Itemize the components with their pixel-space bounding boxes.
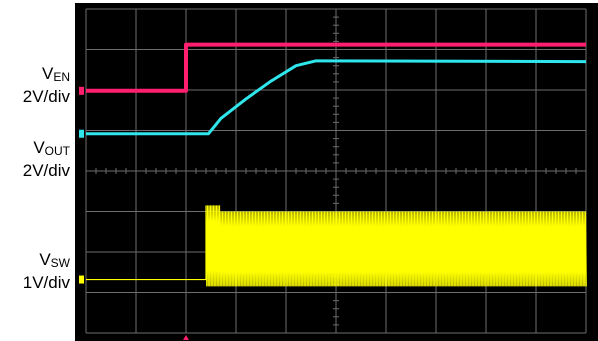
v-sw-subscript: SW: [50, 256, 70, 270]
v-en-marker: [79, 86, 84, 95]
v-sw-scale: 1V/div: [22, 273, 70, 292]
v-en-subscript: EN: [53, 70, 70, 84]
v-sw-marker: [79, 275, 84, 284]
v-sw-trace: [86, 205, 587, 287]
v-out-trace: [86, 59, 587, 136]
v-out-marker: [79, 129, 84, 138]
v-out-subscript: OUT: [44, 144, 70, 158]
v-en-label: VEN 2V/div: [0, 64, 76, 107]
v-en-name: V: [41, 64, 54, 83]
v-out-name: V: [33, 138, 45, 157]
v-sw-label: VSW 1V/div: [0, 250, 76, 293]
v-en-trace: [86, 42, 586, 93]
scope-plot: [79, 8, 587, 340]
v-sw-name: V: [39, 250, 51, 269]
oscilloscope-screen: [75, 3, 598, 341]
v-out-label: VOUT 2V/div: [0, 138, 76, 181]
v-out-scale: 2V/div: [22, 161, 70, 180]
trigger-marker: [183, 335, 189, 340]
v-en-scale: 2V/div: [22, 87, 70, 106]
